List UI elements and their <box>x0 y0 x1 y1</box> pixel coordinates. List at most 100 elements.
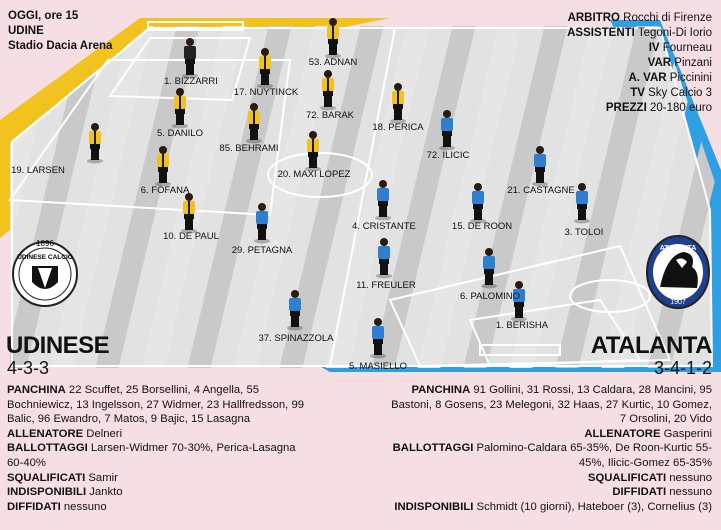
official-row: IV Fourneau <box>567 41 712 56</box>
home-info-block: PANCHINA 22 Scuffet, 25 Borsellini, 4 An… <box>7 383 307 514</box>
info-label: INDISPONIBILI <box>7 486 87 499</box>
away-player-figure <box>439 110 455 151</box>
official-label: ASSISTENTI <box>567 27 635 39</box>
away-player-label: 29. PETAGNA <box>231 245 293 256</box>
home-player-figure <box>172 88 188 129</box>
official-row: A. VAR Piccinini <box>567 71 712 86</box>
info-label: PANCHINA <box>7 384 66 396</box>
info-value: Delneri <box>83 427 123 440</box>
away-player-figure <box>376 238 392 279</box>
away-player-figure <box>511 281 527 322</box>
away-player-figure <box>370 318 386 359</box>
info-row: BALLOTTAGGI Larsen-Widmer 70-30%, Perica… <box>7 441 307 470</box>
home-player-label: 20. MAXI LOPEZ <box>277 169 351 180</box>
away-player-figure <box>254 203 270 244</box>
atalanta-logo-year: 1907 <box>670 299 686 306</box>
info-row: BALLOTTAGGI Palomino-Caldara 65-35%, De … <box>382 441 712 470</box>
away-player-label: 21. CASTAGNE <box>507 185 575 196</box>
home-player-figure <box>325 18 341 59</box>
atalanta-logo: ATALANTA 1907 <box>646 235 710 309</box>
official-label: IV <box>648 42 660 54</box>
home-player-figure <box>182 38 198 79</box>
home-player-figure <box>390 83 406 124</box>
home-player-label: 17. NUYTINCK <box>233 87 299 98</box>
official-row: ASSISTENTI Tegoni-Di Iorio <box>567 26 712 41</box>
match-time: OGGI, ore 15 <box>8 10 79 22</box>
match-info: OGGI, ore 15 UDINE Stadio Dacia Arena <box>8 9 112 54</box>
official-label: A. VAR <box>628 72 667 84</box>
away-player-label: 1. BERISHA <box>495 320 549 331</box>
home-player-label: 53. ADNAN <box>308 57 358 68</box>
udinese-logo-text: UDINESE CALCIO <box>17 254 73 261</box>
home-player-label: 6. FOFANA <box>140 185 190 196</box>
info-label: PANCHINA <box>411 384 471 396</box>
info-value: Schmidt (10 giorni), Hateboer (3), Corne… <box>473 500 712 513</box>
official-label: ARBITRO <box>567 12 620 24</box>
info-label: SQUALIFICATI <box>7 471 86 484</box>
info-value: 22 Scuffet, 25 Borsellini, 4 Angella, 55… <box>7 384 305 426</box>
info-value: Samir <box>85 471 118 484</box>
official-value: Piccinini <box>666 72 712 84</box>
home-formation: 4-3-3 <box>7 358 50 378</box>
info-row: SQUALIFICATI Samir <box>7 471 307 486</box>
official-value: 20-180 euro <box>646 102 712 114</box>
info-label: DIFFIDATI <box>7 500 61 513</box>
info-value: nessuno <box>60 500 107 513</box>
away-player-label: 72. ILICIC <box>426 150 470 161</box>
home-player-label: 5. DANILO <box>157 128 203 139</box>
official-label: VAR <box>647 57 672 69</box>
info-row: SQUALIFICATI nessuno <box>382 471 712 486</box>
home-player-label: 19. LARSEN <box>11 165 65 176</box>
official-label: PREZZI <box>605 102 647 114</box>
official-value: Pinzani <box>671 57 712 69</box>
atalanta-logo-text: ATALANTA <box>660 245 697 252</box>
match-city: UDINE <box>8 25 44 37</box>
away-player-label: 5. MASIELLO <box>348 361 408 372</box>
info-label: ALLENATORE <box>584 427 661 440</box>
away-formation: 3-4-1-2 <box>653 358 712 378</box>
away-info-block: PANCHINA 91 Gollini, 31 Rossi, 13 Caldar… <box>382 383 712 514</box>
away-player-figure <box>375 180 391 221</box>
official-value: Fourneau <box>659 42 712 54</box>
official-value: Rocchi di Firenze <box>619 12 712 24</box>
official-label: TV <box>630 87 645 99</box>
info-value: Palomino-Caldara 65-35%, De Roon-Kurtic … <box>473 442 712 469</box>
info-value: nessuno <box>666 486 712 499</box>
away-player-figure <box>532 146 548 187</box>
away-player-label: 11. FREULER <box>356 280 416 291</box>
home-player-label: 72. BARAK <box>305 110 355 121</box>
away-player-label: 37. SPINAZZOLA <box>258 333 334 344</box>
info-value: 91 Gollini, 31 Rossi, 13 Caldara, 28 Man… <box>391 384 712 426</box>
home-player-label: 10. DE PAUL <box>163 231 219 242</box>
info-value: nessuno <box>666 471 712 484</box>
officials-info: ARBITRO Rocchi di Firenze ASSISTENTI Tego… <box>567 11 712 116</box>
info-label: INDISPONIBILI <box>394 500 474 513</box>
official-row: PREZZI 20-180 euro <box>567 101 712 116</box>
home-player-label: 18. PERICA <box>372 122 424 133</box>
home-player-figure <box>246 103 262 144</box>
info-row: ALLENATORE Delneri <box>7 427 307 442</box>
home-team-name: UDINESE <box>6 332 110 359</box>
info-row: PANCHINA 22 Scuffet, 25 Borsellini, 4 An… <box>7 383 307 427</box>
info-label: BALLOTTAGGI <box>392 442 474 455</box>
home-player-figure <box>87 123 103 164</box>
udinese-logo-year: 1896 <box>36 239 54 248</box>
home-player-figure <box>155 146 171 187</box>
info-row: DIFFIDATI nessuno <box>7 500 307 515</box>
official-value: Sky Calcio 3 <box>644 87 712 99</box>
info-label: SQUALIFICATI <box>587 471 667 484</box>
info-row: ALLENATORE Gasperini <box>382 427 712 442</box>
udinese-logo: 1896 UDINESE CALCIO <box>12 239 78 307</box>
info-value: Jankto <box>86 486 123 499</box>
info-value: Larsen-Widmer 70-30%, Perica-Lasagna 60-… <box>7 442 296 469</box>
home-player-figure <box>320 70 336 111</box>
home-player-label: 85. BEHRAMI <box>219 143 279 154</box>
official-row: VAR Pinzani <box>567 56 712 71</box>
away-player-figure <box>574 183 590 224</box>
home-player-figure <box>257 48 273 89</box>
home-player-figure <box>181 193 197 234</box>
away-player-figure <box>481 248 497 289</box>
info-label: ALLENATORE <box>7 427 84 440</box>
match-stadium: Stadio Dacia Arena <box>8 40 113 52</box>
